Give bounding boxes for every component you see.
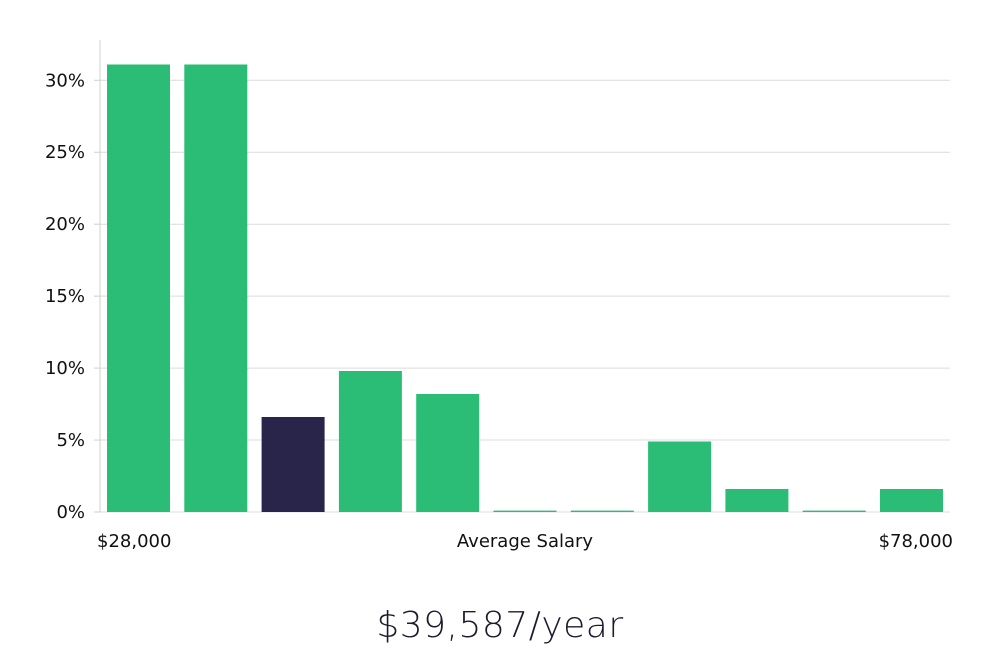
bar <box>338 371 402 512</box>
bar <box>880 489 943 512</box>
y-tick-label: 25% <box>45 142 85 163</box>
bar <box>184 64 248 512</box>
bar <box>570 510 634 512</box>
bars <box>107 64 943 512</box>
y-tick-label: 0% <box>56 502 85 523</box>
y-tick-label: 20% <box>45 214 85 235</box>
y-tick-label: 10% <box>45 358 85 379</box>
bar <box>493 510 557 512</box>
x-min-label: $28,000 <box>97 531 171 552</box>
bar <box>416 394 480 512</box>
y-tick-label: 30% <box>45 70 85 91</box>
y-tick-label: 15% <box>45 286 85 307</box>
y-tick-label: 5% <box>56 430 85 451</box>
salary-histogram-chart: 0% 5% 10% 15% 20% 25% 30% $28,000 Average Sala… <box>45 40 953 552</box>
bar <box>648 441 712 512</box>
average-salary-value: $39,587/year <box>376 605 624 646</box>
x-max-label: $78,000 <box>879 531 953 552</box>
y-axis-tick-labels: 0% 5% 10% 15% 20% 25% 30% <box>45 70 85 523</box>
bar-highlighted <box>261 417 325 512</box>
bar <box>802 510 866 512</box>
x-axis-label: Average Salary <box>457 531 594 552</box>
bar <box>107 64 170 512</box>
bar <box>725 489 789 512</box>
